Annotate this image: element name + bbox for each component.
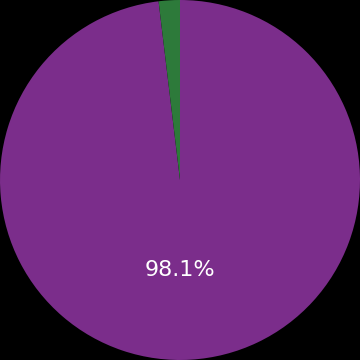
Text: 98.1%: 98.1% [145, 260, 215, 280]
Wedge shape [158, 0, 180, 180]
